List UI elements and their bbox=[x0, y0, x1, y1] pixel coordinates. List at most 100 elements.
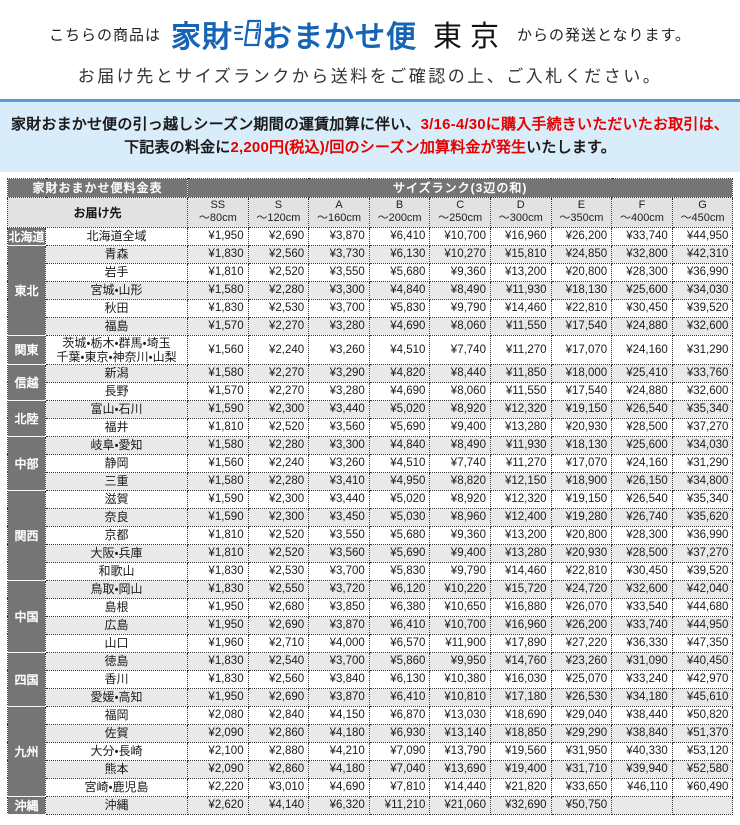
price-cell: ¥3,720 bbox=[308, 579, 370, 599]
price-cell: ¥2,560 bbox=[247, 244, 310, 264]
price-cell: ¥1,830 bbox=[187, 669, 249, 689]
price-cell: ¥3,550 bbox=[308, 525, 370, 545]
price-cell: ¥19,400 bbox=[489, 759, 552, 779]
table-row: 沖縄 沖縄 ¥2,620 ¥4,140 ¥6,320 ¥11,210 ¥21,060 ¥32,… bbox=[7, 795, 734, 815]
price-cell: ¥6,870 bbox=[368, 705, 431, 725]
price-cell: ¥14,440 bbox=[429, 777, 491, 797]
notice-line2-red: 2,200円(税込)/回のシーズン加算料金が発生 bbox=[230, 139, 527, 157]
price-cell: ¥2,080 bbox=[187, 705, 249, 725]
price-cell: ¥26,200 bbox=[550, 615, 613, 635]
price-cell: ¥13,200 bbox=[489, 262, 552, 282]
table-row: 福島 ¥1,570 ¥2,270 ¥3,280 ¥4,690 ¥8,060 ¥11,550 ¥… bbox=[8, 316, 734, 336]
price-cell: ¥12,320 bbox=[489, 399, 552, 419]
price-cell: ¥13,200 bbox=[489, 525, 552, 545]
size-column-header: G ～450cm bbox=[671, 196, 734, 228]
table-row: 京都 ¥1,810 ¥2,520 ¥3,550 ¥5,680 ¥9,360 ¥13,200 ¥… bbox=[8, 525, 734, 545]
table-row: 秋田 ¥1,830 ¥2,530 ¥3,700 ¥5,830 ¥9,790 ¥14,460 ¥… bbox=[8, 298, 734, 318]
price-cell: ¥11,930 bbox=[489, 280, 552, 300]
price-cell: ¥5,680 bbox=[368, 262, 431, 282]
price-cell: ¥10,700 bbox=[429, 615, 491, 635]
price-cell: ¥2,690 bbox=[247, 615, 310, 635]
price-cell: ¥11,550 bbox=[489, 381, 552, 401]
price-cell: ¥19,560 bbox=[489, 741, 552, 761]
price-cell: ¥4,180 bbox=[308, 723, 370, 743]
price-cell: ¥25,600 bbox=[611, 435, 673, 455]
price-cell: ¥1,830 bbox=[187, 561, 249, 581]
price-cell: ¥18,000 bbox=[550, 363, 613, 383]
size-column-header: F ～400cm bbox=[611, 196, 673, 228]
table-row: 中部 岐阜・愛知 ¥1,580 ¥2,280 ¥3,300 ¥4,840 ¥8,490 ¥11… bbox=[7, 435, 734, 491]
price-cell: ¥8,960 bbox=[429, 507, 491, 527]
table-row: 大阪・兵庫 ¥1,810 ¥2,520 ¥3,560 ¥5,690 ¥9,400 ¥13,2… bbox=[8, 543, 734, 563]
table-row: 奈良 ¥1,590 ¥2,300 ¥3,450 ¥5,030 ¥8,960 ¥12,400 ¥… bbox=[8, 507, 734, 527]
table-row: 宮崎・鹿児島 ¥2,220 ¥3,010 ¥4,690 ¥7,810 ¥14,440 ¥21… bbox=[8, 777, 734, 797]
price-cell: ¥44,680 bbox=[671, 597, 734, 617]
price-cell: ¥2,550 bbox=[247, 579, 310, 599]
price-cell: ¥44,950 bbox=[671, 226, 734, 246]
destination-cell: 宮城・山形 bbox=[44, 280, 189, 300]
price-cell: ¥19,280 bbox=[550, 507, 613, 527]
notice-line2-black-end: いたします。 bbox=[526, 139, 616, 157]
price-cell: ¥18,130 bbox=[550, 435, 613, 455]
destination-cell: 三重 bbox=[44, 471, 189, 491]
table-row: 信越 新潟 ¥1,580 ¥2,270 ¥3,290 ¥4,820 ¥8,440 ¥11,85… bbox=[7, 363, 734, 401]
price-cell: ¥6,130 bbox=[368, 244, 431, 264]
price-cell: ¥4,510 bbox=[368, 453, 431, 473]
price-cell: ¥11,900 bbox=[429, 633, 491, 653]
size-range-label: ～200cm bbox=[377, 212, 422, 224]
price-cell: ¥2,520 bbox=[247, 543, 310, 563]
price-cell: ¥32,690 bbox=[489, 795, 552, 815]
price-cell: ¥20,800 bbox=[550, 262, 613, 282]
price-cell: ¥3,700 bbox=[308, 298, 370, 318]
price-cell: ¥13,280 bbox=[489, 543, 552, 563]
region-label: 四国 bbox=[7, 651, 46, 707]
price-cell: ¥46,110 bbox=[611, 777, 673, 797]
destination-cell: 北海道全域 bbox=[44, 226, 189, 246]
price-cell: ¥4,180 bbox=[308, 759, 370, 779]
logo-text-kazai: 家財 bbox=[170, 21, 233, 54]
price-cell: ¥1,590 bbox=[187, 399, 249, 419]
price-cell: ¥33,760 bbox=[671, 363, 734, 383]
price-cell: ¥40,330 bbox=[611, 741, 673, 761]
price-cell: ¥1,830 bbox=[187, 244, 249, 264]
table-row: 山口 ¥1,960 ¥2,710 ¥4,000 ¥6,570 ¥11,900 ¥17,890… bbox=[8, 633, 734, 653]
price-cell: ¥1,830 bbox=[187, 298, 249, 318]
table-row: 北陸 富山・石川 ¥1,590 ¥2,300 ¥3,440 ¥5,020 ¥8,920 ¥12… bbox=[7, 399, 734, 437]
price-cell: ¥12,320 bbox=[489, 489, 552, 509]
price-cell: ¥31,710 bbox=[550, 759, 613, 779]
price-cell: ¥23,260 bbox=[550, 651, 613, 671]
price-cell: ¥4,690 bbox=[308, 777, 370, 797]
price-cell: ¥26,200 bbox=[550, 226, 613, 246]
size-rank-letter: E bbox=[577, 199, 586, 211]
price-cell: ¥1,830 bbox=[187, 651, 249, 671]
destination-cell: 岩手 bbox=[44, 262, 189, 282]
price-cell: ¥27,220 bbox=[550, 633, 613, 653]
price-cell: ¥60,490 bbox=[671, 777, 734, 797]
price-cell: ¥26,740 bbox=[611, 507, 673, 527]
region-label: 九州 bbox=[7, 705, 46, 797]
price-cell: ¥42,970 bbox=[671, 669, 734, 689]
price-cell: ¥28,500 bbox=[611, 543, 673, 563]
price-cell: ¥42,040 bbox=[671, 579, 734, 599]
price-cell: ¥14,460 bbox=[489, 298, 552, 318]
price-cell: ¥1,810 bbox=[187, 417, 249, 437]
price-cell: ¥35,340 bbox=[671, 489, 734, 509]
destination-cell: 広島 bbox=[44, 615, 189, 635]
price-cell: ¥10,270 bbox=[429, 244, 491, 264]
price-cell: ¥3,290 bbox=[308, 363, 370, 383]
price-cell: ¥4,140 bbox=[247, 795, 310, 815]
price-cell: ¥34,800 bbox=[671, 471, 734, 491]
price-cell: ¥45,610 bbox=[671, 687, 734, 707]
price-cell: ¥2,270 bbox=[247, 363, 310, 383]
table-row: 大分・長崎 ¥2,100 ¥2,880 ¥4,210 ¥7,090 ¥13,790 ¥19,… bbox=[8, 741, 734, 761]
price-cell: ¥1,580 bbox=[187, 471, 249, 491]
price-cell: ¥2,860 bbox=[247, 759, 310, 779]
column-header-row: お届け先 SS ～80cm S ～120cm A ～160cm B ～200cm C ～250cm… bbox=[6, 196, 734, 228]
price-cell: ¥32,800 bbox=[611, 244, 673, 264]
destination-cell: 熊本 bbox=[44, 759, 189, 779]
price-cell: ¥7,740 bbox=[429, 453, 491, 473]
price-cell: ¥15,810 bbox=[489, 244, 552, 264]
table-row: 岩手 ¥1,810 ¥2,520 ¥3,550 ¥5,680 ¥9,360 ¥13,200 ¥… bbox=[8, 262, 734, 282]
notice-line1-red: 3/16-4/30に購入手続きいただいたお取引は、 bbox=[420, 116, 730, 133]
price-cell: ¥3,440 bbox=[308, 399, 370, 419]
